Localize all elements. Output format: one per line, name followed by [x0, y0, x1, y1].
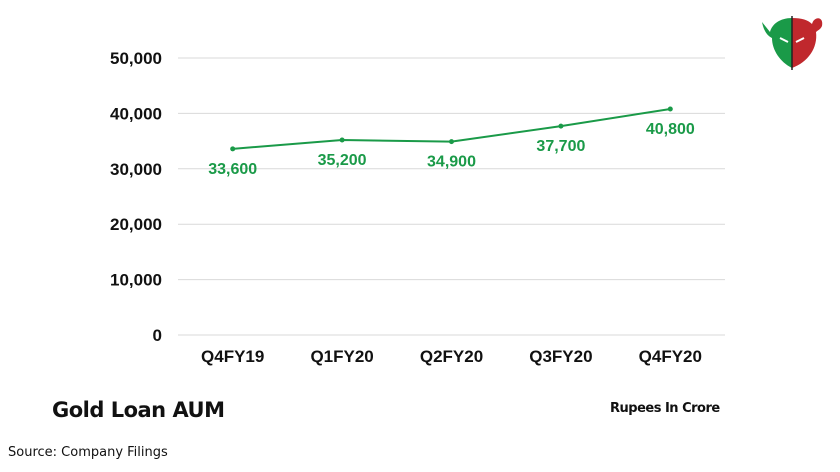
x-tick-label: Q4FY19: [201, 347, 264, 366]
x-tick-label: Q2FY20: [420, 347, 483, 366]
chart-title: Gold Loan AUM: [52, 398, 225, 422]
data-point: [449, 139, 454, 145]
source-note: Source: Company Filings: [8, 445, 168, 460]
y-tick-label: 20,000: [110, 215, 162, 234]
y-tick-label: 30,000: [110, 160, 162, 179]
data-label: 37,700: [536, 138, 585, 155]
data-label: 40,800: [646, 121, 695, 138]
data-label: 33,600: [208, 161, 257, 178]
y-tick-label: 50,000: [110, 49, 162, 68]
data-point: [558, 123, 564, 129]
y-tick-label: 40,000: [110, 104, 162, 123]
bull-bear-logo-icon: [762, 16, 823, 70]
units-note: Rupees In Crore: [610, 401, 720, 416]
y-tick-label: 0: [153, 326, 162, 345]
x-tick-label: Q1FY20: [310, 347, 373, 366]
x-tick-label: Q4FY20: [639, 347, 702, 366]
data-label: 34,900: [427, 154, 476, 171]
x-tick-label: Q3FY20: [529, 347, 592, 366]
data-point: [339, 137, 345, 143]
data-label: 35,200: [318, 152, 367, 169]
data-point: [667, 106, 673, 112]
data-point: [230, 146, 236, 152]
y-tick-label: 10,000: [110, 271, 162, 290]
